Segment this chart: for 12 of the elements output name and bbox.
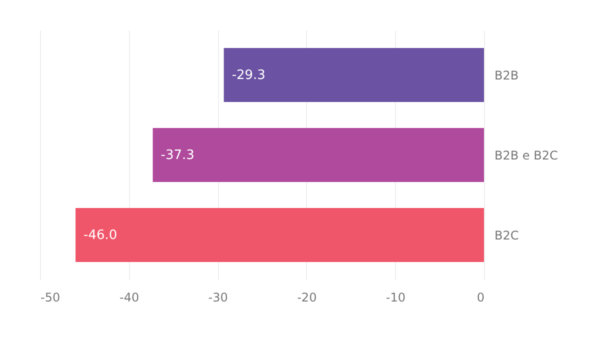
x-tick-label: -40 (119, 290, 140, 304)
y-tick-label: B2B e B2C (494, 148, 558, 162)
data-label: -29.3 (232, 68, 266, 83)
x-tick-label: -30 (208, 290, 228, 304)
data-label: -46.0 (84, 228, 118, 243)
x-tick-label: -10 (386, 290, 406, 304)
x-tick-label: -20 (297, 290, 317, 304)
x-tick-label: 0 (476, 290, 484, 304)
y-tick-label: B2B (494, 68, 519, 82)
y-tick-label: B2C (494, 228, 519, 242)
data-label: -37.3 (160, 148, 194, 163)
x-tick-label: -50 (40, 290, 60, 304)
